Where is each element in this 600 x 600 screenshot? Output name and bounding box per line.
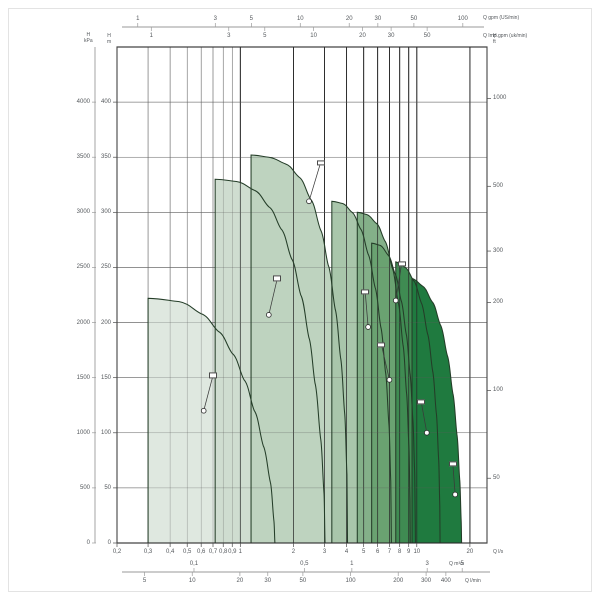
curve-label-s4-12: [417, 399, 426, 405]
x-tick-primary: 1: [238, 549, 242, 555]
x-tick-lmin: 400: [440, 578, 451, 584]
x-tick-primary: 6: [375, 549, 380, 555]
x-tick-lmin: 100: [345, 578, 356, 584]
y-tick-outer: 3500: [76, 154, 90, 161]
x-tick-impgpm: 50: [423, 33, 431, 39]
x-tick-primary: 0,7: [208, 549, 218, 555]
x-tick-m3s: 0,5: [300, 561, 309, 567]
x-tick-m3s: 1: [350, 561, 354, 567]
y-tick-right: 200: [493, 299, 504, 306]
y-tick-inner: 50: [104, 484, 111, 491]
y-tick-outer: 2000: [76, 319, 90, 326]
curve-label-s4-1: [209, 372, 217, 379]
x-tick-gpm: 1: [136, 16, 140, 22]
x-tick-gpm: 20: [345, 16, 353, 22]
y-tick-inner: 400: [100, 99, 111, 106]
x-tick-primary: 0,6: [197, 549, 206, 555]
x-tick-primary: 0,4: [165, 549, 175, 555]
x-tick-impgpm: 20: [359, 33, 366, 39]
y-tick-right: 300: [493, 248, 504, 255]
y-tick-outer: 0: [86, 540, 90, 546]
x-tick-gpm: 5: [249, 16, 254, 22]
y-tick-outer: 4000: [76, 99, 90, 106]
x-tick-gpm: 10: [296, 16, 304, 22]
x-tick-impgpm: 5: [263, 33, 267, 39]
y-tick-right: 100: [493, 387, 504, 394]
x-tick-primary: 20: [466, 549, 474, 555]
curve-label-s4-3: [316, 160, 325, 166]
x-tick-m3s: 3: [425, 561, 429, 567]
x-tick-impgpm: 1: [149, 33, 153, 39]
x-tick-lmin: 5: [142, 578, 147, 584]
x-tick-impgpm: 10: [310, 33, 317, 39]
x-tick-lmin: 200: [393, 578, 404, 584]
x-tick-primary: 7: [387, 549, 392, 555]
y-tick-outer: 2500: [76, 264, 90, 271]
y-tick-outer: 3000: [76, 209, 90, 216]
curve-label-s4-2: [273, 275, 282, 282]
y-axis-inner-unit: H m: [107, 33, 112, 45]
x-tick-primary: 0,8: [219, 549, 228, 555]
x-tick-primary: 4: [344, 549, 349, 555]
y-tick-inner: 100: [100, 429, 111, 436]
y-tick-right: 50: [493, 475, 500, 482]
x-axis-primary-unit: Q l/s: [493, 549, 504, 555]
y-tick-inner: 300: [100, 209, 111, 216]
y-tick-outer: 500: [79, 484, 90, 491]
x-tick-lmin: 50: [299, 578, 307, 584]
x-axis-gpm-unit: Q gpm (US/min): [483, 15, 520, 21]
x-axis-m3s-unit: Q m³/s: [449, 561, 464, 567]
x-tick-gpm: 3: [213, 16, 217, 22]
x-tick-lmin: 300: [421, 578, 432, 584]
x-tick-primary: 0,2: [112, 549, 122, 555]
x-tick-primary: 2: [291, 549, 296, 555]
x-tick-primary: 10: [413, 549, 421, 555]
x-tick-gpm: 50: [410, 16, 418, 22]
curve-label-s4-6: [377, 342, 386, 348]
y-tick-right: 1000: [493, 95, 507, 102]
y-tick-inner: 200: [100, 319, 111, 326]
y-axis-outer-unit: H kPa: [84, 32, 93, 44]
y-tick-outer: 1000: [76, 429, 90, 436]
x-tick-lmin: 30: [264, 578, 272, 584]
x-tick-primary: 0,9: [228, 549, 237, 555]
y-tick-inner: 250: [100, 264, 111, 271]
x-tick-m3s: 5: [460, 561, 464, 567]
x-tick-impgpm: 30: [387, 33, 395, 39]
x-tick-primary: 0,5: [183, 549, 192, 555]
x-tick-primary: 5: [361, 549, 366, 555]
curve-label-s4-4: [361, 289, 370, 295]
x-tick-gpm: 30: [374, 16, 382, 22]
x-axis-impgpm-unit: Q Imp.gpm (uk/min): [483, 33, 528, 39]
x-tick-lmin: 20: [236, 578, 244, 584]
y-tick-inner: 350: [100, 154, 111, 161]
curve-label-s4-16: [448, 461, 457, 467]
y-axis-right-unit: H ft: [493, 33, 497, 45]
y-tick-inner: 150: [100, 374, 111, 381]
x-tick-primary: 9: [407, 549, 411, 555]
x-tick-primary: 0,3: [143, 549, 153, 555]
y-tick-right: 500: [493, 183, 504, 190]
x-tick-primary: 3: [322, 549, 327, 555]
y-tick-inner: 0: [107, 540, 111, 546]
y-tick-outer: 1500: [76, 374, 90, 381]
curve-label-s4-8: [397, 261, 406, 267]
x-tick-primary: 8: [398, 549, 402, 555]
x-axis-lmin-unit: Q l/min: [465, 578, 481, 584]
x-tick-impgpm: 3: [227, 33, 231, 39]
x-tick-gpm: 100: [457, 16, 468, 22]
chart-frame: [8, 8, 592, 592]
x-tick-lmin: 10: [188, 578, 196, 584]
x-tick-m3s: 0,1: [189, 561, 199, 567]
